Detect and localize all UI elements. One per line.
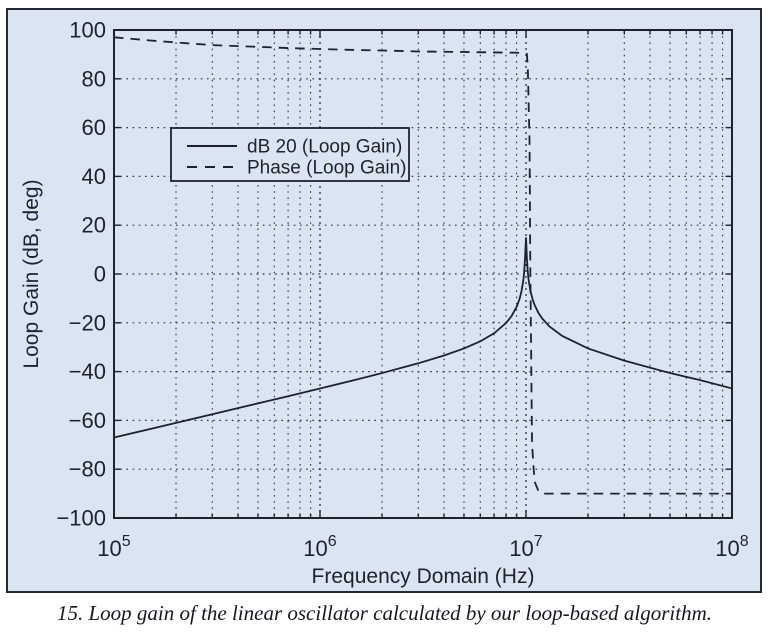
y-tick-label: 40 xyxy=(82,164,106,189)
y-tick-label: −100 xyxy=(56,506,106,531)
gain-curve xyxy=(113,237,733,439)
y-tick-label: 100 xyxy=(69,18,106,43)
y-axis-title: Loop Gain (dB, deg) xyxy=(20,179,43,368)
y-tick-label: 20 xyxy=(82,213,106,238)
plot-grid xyxy=(114,30,732,518)
x-tick-label: 108 xyxy=(715,533,748,561)
legend-entry-label: dB 20 (Loop Gain) xyxy=(247,137,402,158)
y-tick-label: 80 xyxy=(82,66,106,91)
x-tick-label: 105 xyxy=(97,533,130,561)
x-tick-label: 107 xyxy=(509,533,542,561)
y-tick-label: 0 xyxy=(94,262,106,287)
y-tick-label: −40 xyxy=(69,359,106,384)
figure-panel: 100 80 60 40 20 0 −20 −40 −60 −80 −100 105 106 107 108… xyxy=(6,8,762,593)
plot-frame xyxy=(113,29,733,519)
y-tick-label: −60 xyxy=(69,408,106,433)
x-tick-label: 106 xyxy=(303,533,336,561)
x-axis-title: Frequency Domain (Hz) xyxy=(312,565,535,588)
figure-caption: 15. Loop gain of the linear oscillator c… xyxy=(56,601,713,625)
legend-entry-label: Phase (Loop Gain) xyxy=(247,158,407,179)
y-tick-label: 60 xyxy=(82,115,106,140)
y-tick-label: −80 xyxy=(69,457,106,482)
axis-ticks xyxy=(114,30,732,518)
phase-curve xyxy=(113,36,732,495)
y-tick-label: −20 xyxy=(69,310,106,335)
legend: dB 20 (Loop Gain)Phase (Loop Gain) xyxy=(170,127,410,182)
